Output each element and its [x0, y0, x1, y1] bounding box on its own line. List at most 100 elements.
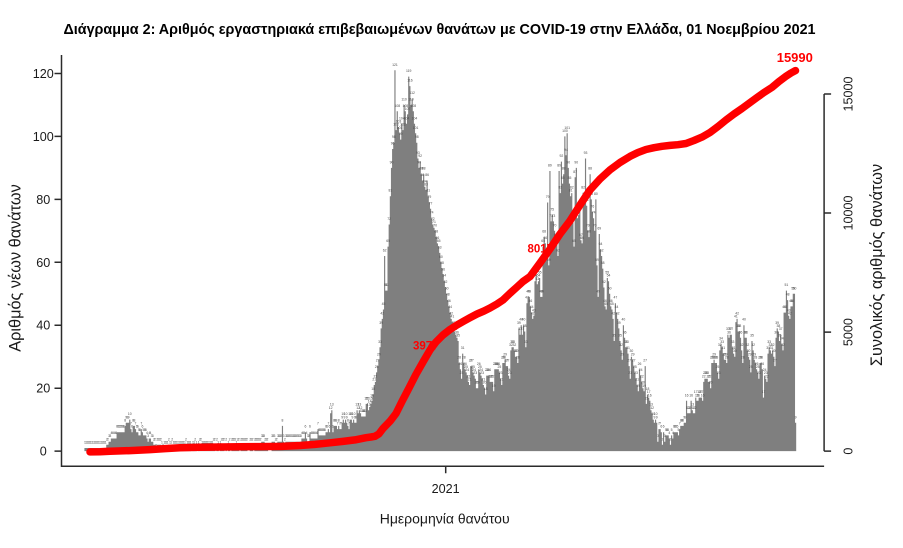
svg-text:21: 21 — [482, 378, 486, 382]
svg-text:1: 1 — [99, 441, 101, 445]
svg-text:23: 23 — [499, 371, 503, 375]
svg-text:32: 32 — [509, 343, 513, 347]
svg-text:2: 2 — [234, 437, 236, 441]
svg-text:74: 74 — [592, 211, 596, 215]
svg-text:2: 2 — [265, 437, 267, 441]
svg-text:7: 7 — [679, 422, 681, 426]
svg-text:8: 8 — [132, 418, 134, 422]
svg-text:44: 44 — [615, 305, 619, 309]
svg-text:17: 17 — [697, 390, 701, 394]
svg-text:66: 66 — [543, 236, 547, 240]
svg-text:4: 4 — [315, 431, 317, 435]
svg-text:14: 14 — [368, 400, 372, 404]
svg-text:8: 8 — [682, 418, 684, 422]
svg-text:9: 9 — [684, 415, 686, 419]
svg-text:26: 26 — [760, 362, 764, 366]
svg-text:6: 6 — [326, 425, 328, 429]
svg-text:5: 5 — [322, 428, 324, 432]
svg-text:28: 28 — [462, 356, 466, 360]
svg-text:29: 29 — [724, 352, 728, 356]
svg-text:44: 44 — [782, 305, 786, 309]
svg-text:2: 2 — [171, 437, 173, 441]
svg-text:1: 1 — [174, 441, 176, 445]
svg-text:3: 3 — [262, 434, 264, 438]
svg-text:49: 49 — [526, 289, 530, 293]
svg-text:108: 108 — [394, 104, 400, 108]
svg-text:41: 41 — [734, 315, 738, 319]
svg-text:10: 10 — [651, 412, 655, 416]
svg-text:42: 42 — [611, 311, 615, 315]
svg-text:2: 2 — [240, 437, 242, 441]
svg-text:58: 58 — [601, 261, 605, 265]
svg-text:32: 32 — [769, 343, 773, 347]
svg-text:31: 31 — [770, 346, 774, 350]
svg-text:1: 1 — [192, 441, 194, 445]
svg-text:2: 2 — [255, 437, 257, 441]
svg-text:1: 1 — [183, 441, 185, 445]
svg-text:58: 58 — [440, 261, 444, 265]
svg-text:1: 1 — [176, 441, 178, 445]
svg-text:2: 2 — [267, 437, 269, 441]
svg-text:47: 47 — [525, 296, 529, 300]
svg-text:1: 1 — [87, 441, 89, 445]
svg-text:10: 10 — [348, 412, 352, 416]
svg-text:16: 16 — [695, 393, 699, 397]
svg-text:7: 7 — [348, 422, 350, 426]
svg-text:6: 6 — [136, 425, 138, 429]
svg-text:31: 31 — [766, 346, 770, 350]
svg-text:2: 2 — [185, 437, 187, 441]
svg-text:54: 54 — [537, 274, 541, 278]
svg-text:1: 1 — [198, 441, 200, 445]
svg-text:27: 27 — [632, 359, 636, 363]
svg-text:1: 1 — [193, 441, 195, 445]
svg-text:79: 79 — [546, 195, 550, 199]
svg-text:29: 29 — [631, 352, 635, 356]
svg-text:8: 8 — [347, 418, 349, 422]
svg-text:37: 37 — [729, 327, 733, 331]
svg-text:31: 31 — [732, 346, 736, 350]
svg-text:9: 9 — [341, 415, 343, 419]
svg-text:12: 12 — [650, 406, 654, 410]
svg-text:7: 7 — [135, 422, 137, 426]
svg-text:6: 6 — [675, 425, 677, 429]
svg-text:52: 52 — [602, 280, 606, 284]
svg-text:0: 0 — [40, 445, 47, 459]
svg-text:1: 1 — [187, 441, 189, 445]
svg-text:6: 6 — [673, 425, 675, 429]
svg-text:1: 1 — [164, 441, 166, 445]
svg-text:9: 9 — [795, 415, 797, 419]
svg-text:2: 2 — [244, 437, 246, 441]
svg-text:3: 3 — [151, 434, 153, 438]
svg-text:22: 22 — [708, 374, 712, 378]
svg-text:27: 27 — [506, 359, 510, 363]
svg-text:33: 33 — [378, 340, 382, 344]
svg-text:3: 3 — [273, 434, 275, 438]
svg-text:1: 1 — [208, 441, 210, 445]
svg-text:3: 3 — [295, 434, 297, 438]
svg-text:40: 40 — [622, 318, 626, 322]
svg-text:55: 55 — [605, 271, 609, 275]
svg-text:1: 1 — [186, 441, 188, 445]
svg-text:116: 116 — [407, 79, 413, 83]
svg-text:46: 46 — [529, 299, 533, 303]
svg-text:36: 36 — [727, 330, 731, 334]
svg-text:4: 4 — [313, 431, 315, 435]
svg-text:21: 21 — [468, 378, 472, 382]
svg-text:27: 27 — [504, 359, 508, 363]
svg-text:9: 9 — [355, 415, 357, 419]
svg-text:3: 3 — [657, 434, 659, 438]
svg-text:2: 2 — [276, 437, 278, 441]
svg-text:82: 82 — [570, 186, 574, 190]
svg-text:6: 6 — [121, 425, 123, 429]
svg-text:3: 3 — [291, 434, 293, 438]
svg-text:3977: 3977 — [413, 341, 439, 353]
svg-text:42: 42 — [616, 311, 620, 315]
svg-text:81: 81 — [569, 189, 573, 193]
svg-text:87: 87 — [573, 170, 577, 174]
svg-text:23: 23 — [508, 371, 512, 375]
svg-text:22: 22 — [707, 374, 711, 378]
svg-text:25: 25 — [498, 365, 502, 369]
svg-text:2: 2 — [257, 437, 259, 441]
svg-text:30: 30 — [747, 349, 751, 353]
svg-text:2: 2 — [252, 437, 254, 441]
